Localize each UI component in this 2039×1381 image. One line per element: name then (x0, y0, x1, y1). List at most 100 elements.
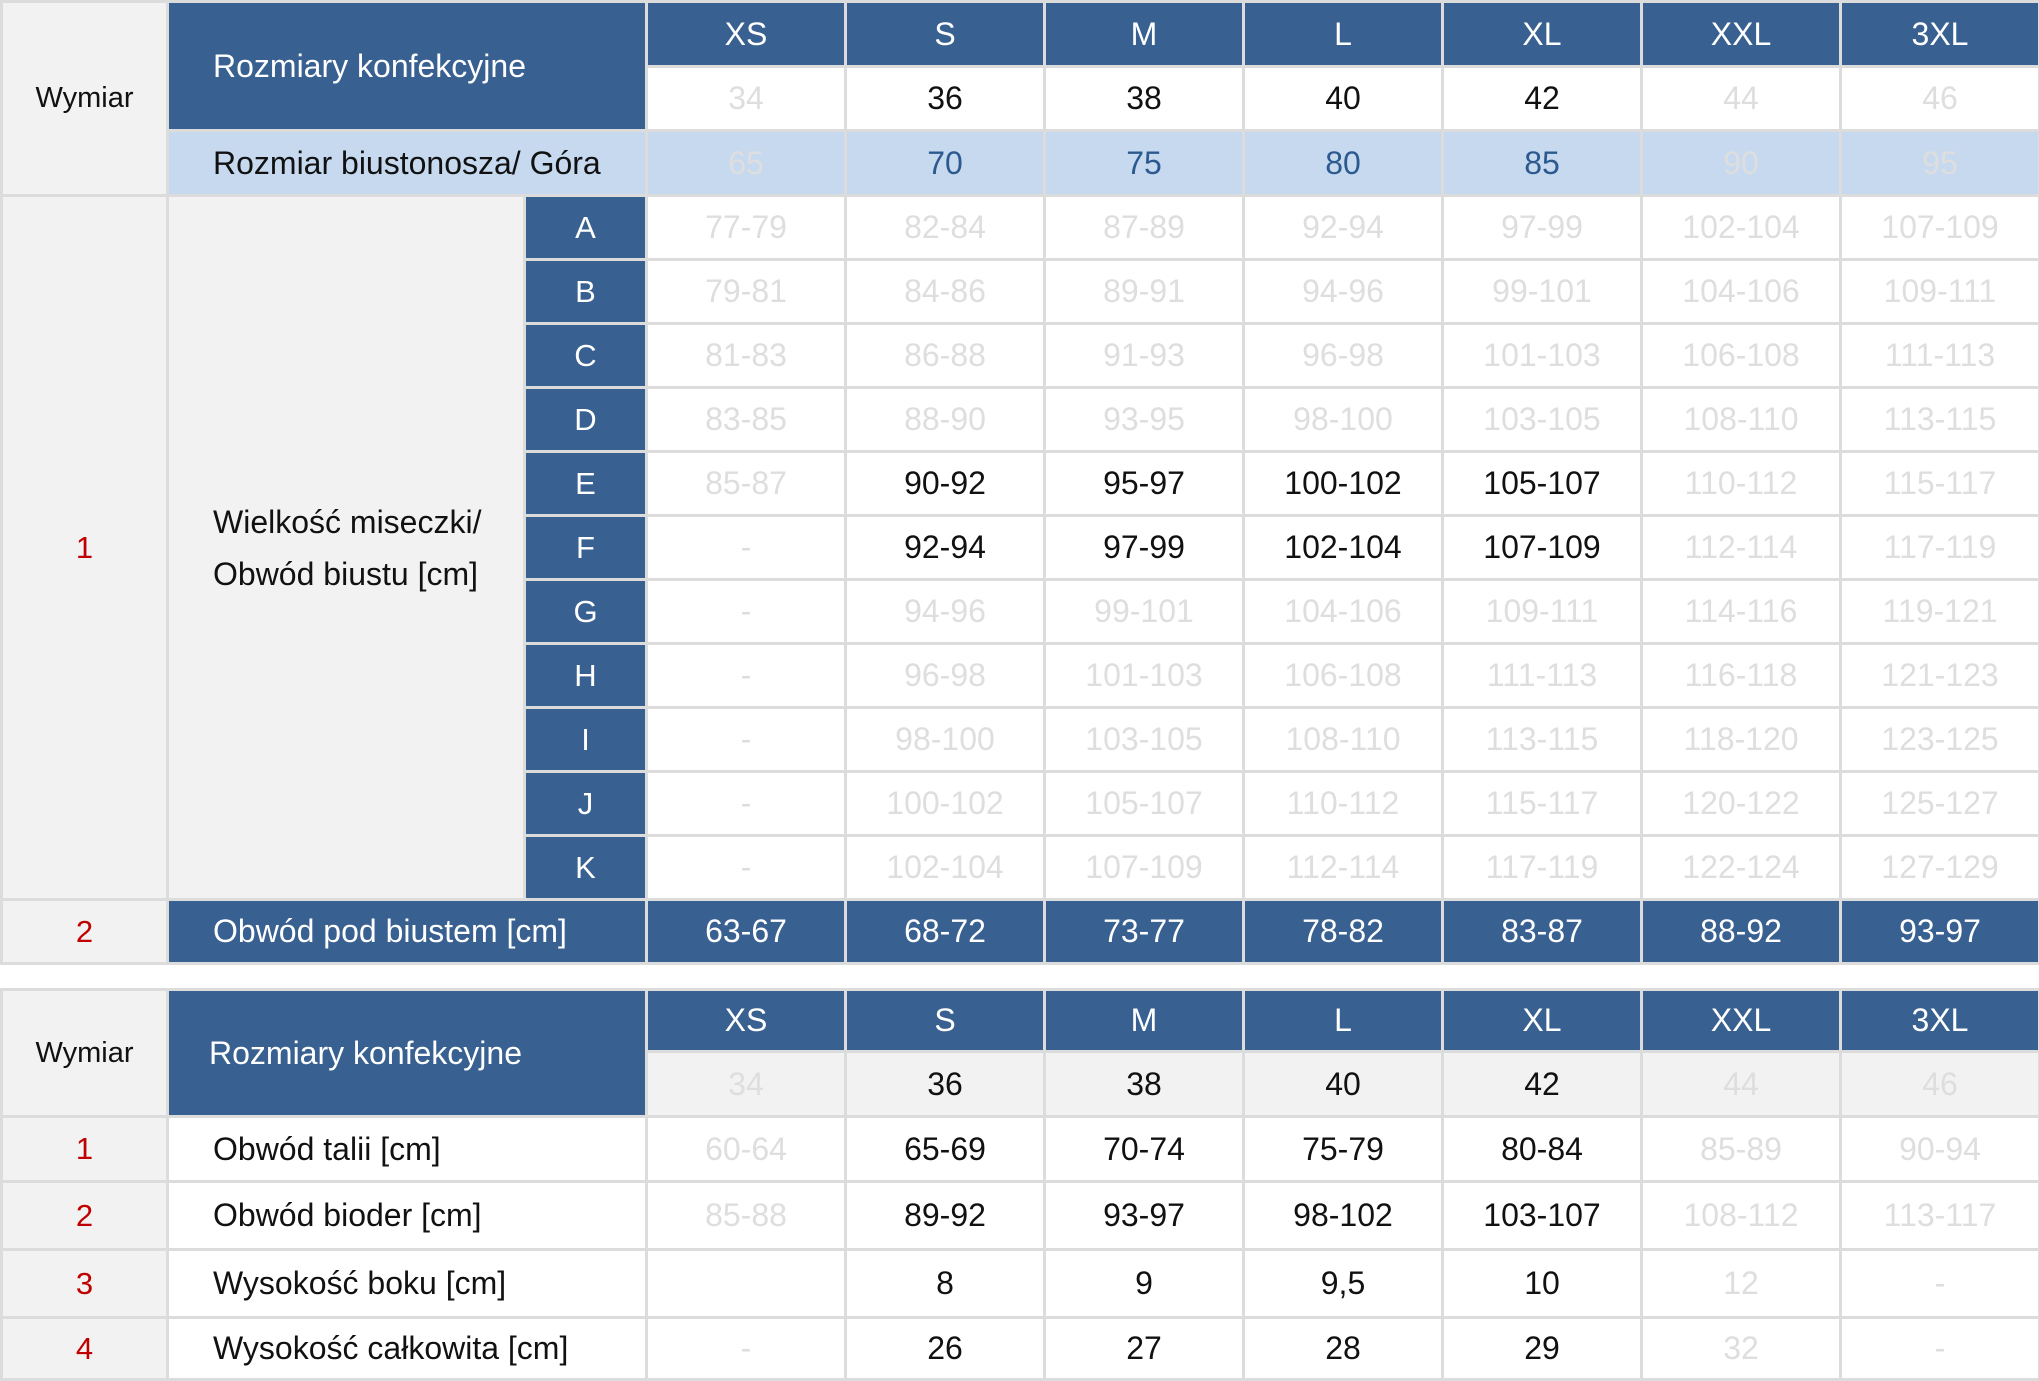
bust-value-cell: 92-94 (846, 516, 1045, 580)
bust-value-cell: 116-118 (1642, 644, 1841, 708)
measurement-value-cell: 75-79 (1244, 1117, 1443, 1182)
bust-value-cell: 115-117 (1841, 452, 2039, 516)
bust-value-cell: 102-104 (846, 836, 1045, 900)
bust-value-cell: 113-115 (1841, 388, 2039, 452)
row-number: 4 (2, 1318, 168, 1380)
measurement-value-cell: 70-74 (1045, 1117, 1244, 1182)
row-number: 3 (2, 1250, 168, 1318)
underbust-value-cell: 83-87 (1443, 900, 1642, 964)
measurement-label: Wysokość boku [cm] (168, 1250, 647, 1318)
cup-letter: G (525, 580, 647, 644)
measurement-value-cell: 10 (1443, 1250, 1642, 1318)
bra-size-label: Rozmiar biustonosza/ Góra (168, 131, 647, 196)
clothing-number-cell: 46 (1841, 1052, 2039, 1117)
bust-value-cell: 84-86 (846, 260, 1045, 324)
measurement-value-cell: 65-69 (846, 1117, 1045, 1182)
bust-value-cell: 83-85 (647, 388, 846, 452)
measurement-value-cell: 29 (1443, 1318, 1642, 1380)
size-header-3XL: 3XL (1841, 990, 2039, 1052)
bust-value-cell: - (647, 644, 846, 708)
measurement-label: Wysokość całkowita [cm] (168, 1318, 647, 1380)
size-header-XXL: XXL (1642, 990, 1841, 1052)
bust-value-cell: 120-122 (1642, 772, 1841, 836)
bust-value-cell: - (647, 772, 846, 836)
measurement-value-cell: - (647, 1318, 846, 1380)
bust-value-cell: - (647, 516, 846, 580)
bust-value-cell: 105-107 (1443, 452, 1642, 516)
bust-value-cell: 105-107 (1045, 772, 1244, 836)
cup-letter: F (525, 516, 647, 580)
bra-size-cell: 90 (1642, 131, 1841, 196)
cup-letter: A (525, 196, 647, 260)
measurement-value-cell: 85-88 (647, 1182, 846, 1250)
bust-value-cell: 95-97 (1045, 452, 1244, 516)
bust-value-cell: 91-93 (1045, 324, 1244, 388)
bust-value-cell: - (647, 708, 846, 772)
clothing-number-cell: 34 (647, 1052, 846, 1117)
size-header-3XL: 3XL (1841, 2, 2039, 67)
measurement-value-cell: 80-84 (1443, 1117, 1642, 1182)
bust-value-cell: 86-88 (846, 324, 1045, 388)
measurement-value-cell: 98-102 (1244, 1182, 1443, 1250)
underbust-value-cell: 63-67 (647, 900, 846, 964)
clothing-sizes-header: Rozmiary konfekcyjne (168, 2, 647, 131)
bust-value-cell: 89-91 (1045, 260, 1244, 324)
bust-value-cell: 106-108 (1244, 644, 1443, 708)
bust-value-cell: 101-103 (1045, 644, 1244, 708)
bust-value-cell: 112-114 (1642, 516, 1841, 580)
measurement-value-cell: 89-92 (846, 1182, 1045, 1250)
measurement-value-cell: 108-112 (1642, 1182, 1841, 1250)
row-number: 1 (2, 1117, 168, 1182)
bust-value-cell: 94-96 (1244, 260, 1443, 324)
clothing-number-cell: 42 (1443, 67, 1642, 131)
bust-value-cell: 110-112 (1642, 452, 1841, 516)
bust-value-cell: 88-90 (846, 388, 1045, 452)
row-number: 2 (2, 1182, 168, 1250)
clothing-sizes-header: Rozmiary konfekcyjne (168, 990, 647, 1117)
measurement-value-cell: 12 (1642, 1250, 1841, 1318)
measurement-label: Obwód talii [cm] (168, 1117, 647, 1182)
bust-value-cell: 119-121 (1841, 580, 2039, 644)
bust-value-cell: 94-96 (846, 580, 1045, 644)
bust-value-cell: 101-103 (1443, 324, 1642, 388)
bust-value-cell: 118-120 (1642, 708, 1841, 772)
cup-letter: J (525, 772, 647, 836)
row-number: 1 (2, 196, 168, 900)
bust-value-cell: 102-104 (1244, 516, 1443, 580)
bust-value-cell: 111-113 (1443, 644, 1642, 708)
measurement-label: Obwód bioder [cm] (168, 1182, 647, 1250)
bust-value-cell: 106-108 (1642, 324, 1841, 388)
clothing-number-cell: 42 (1443, 1052, 1642, 1117)
cup-letter: C (525, 324, 647, 388)
bust-value-cell: 121-123 (1841, 644, 2039, 708)
size-header-XS: XS (647, 990, 846, 1052)
clothing-number-cell: 44 (1642, 67, 1841, 131)
bust-value-cell: 81-83 (647, 324, 846, 388)
measurement-value-cell: 9 (1045, 1250, 1244, 1318)
bust-value-cell: 107-109 (1443, 516, 1642, 580)
size-header-M: M (1045, 2, 1244, 67)
measurement-value-cell: 113-117 (1841, 1182, 2039, 1250)
bust-value-cell: 125-127 (1841, 772, 2039, 836)
measurement-value-cell: 27 (1045, 1318, 1244, 1380)
clothing-number-cell: 44 (1642, 1052, 1841, 1117)
size-header-S: S (846, 2, 1045, 67)
bust-value-cell: 127-129 (1841, 836, 2039, 900)
bra-size-cell: 80 (1244, 131, 1443, 196)
cup-letter: E (525, 452, 647, 516)
cup-letter: D (525, 388, 647, 452)
measurement-value-cell (647, 1250, 846, 1318)
bust-value-cell: 123-125 (1841, 708, 2039, 772)
bust-value-cell: 97-99 (1045, 516, 1244, 580)
size-header-L: L (1244, 990, 1443, 1052)
measurement-value-cell: - (1841, 1318, 2039, 1380)
bust-value-cell: 107-109 (1841, 196, 2039, 260)
